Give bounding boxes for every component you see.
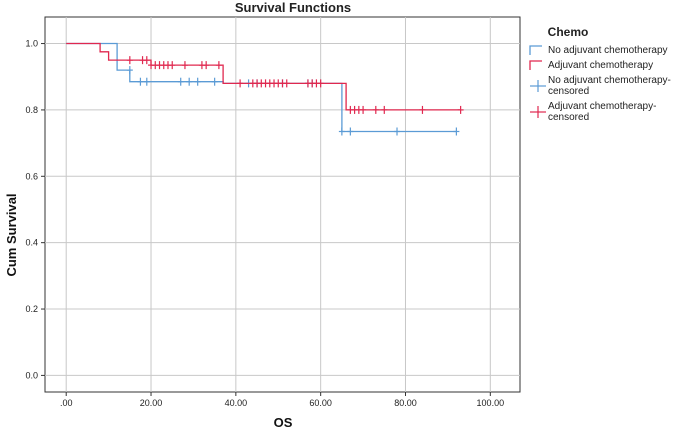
censor-mark bbox=[372, 105, 379, 114]
censor-mark bbox=[203, 61, 210, 70]
censor-mark bbox=[381, 105, 388, 114]
censor-mark bbox=[360, 105, 367, 114]
censor-mark bbox=[143, 77, 150, 86]
censor-mark bbox=[143, 56, 150, 65]
plot-frame bbox=[44, 16, 521, 393]
legend-label: Adjuvant chemotherapy-censored bbox=[548, 101, 656, 123]
legend-label-line: Adjuvant chemotherapy bbox=[548, 60, 653, 71]
censor-mark bbox=[457, 105, 464, 114]
censor-mark bbox=[126, 56, 133, 65]
censor-mark bbox=[169, 61, 176, 70]
legend-label: No adjuvant chemotherapy-censored bbox=[548, 75, 671, 97]
legend-item: No adjuvant chemotherapy bbox=[529, 45, 668, 56]
censor-mark bbox=[237, 79, 244, 88]
censor-mark bbox=[137, 77, 144, 86]
legend: Chemo No adjuvant chemotherapy Adjuvant c… bbox=[529, 25, 671, 123]
legend-swatch bbox=[529, 45, 542, 55]
legend-label-line: Adjuvant chemotherapy- bbox=[548, 101, 656, 112]
y-tick-label: 1.0 bbox=[25, 39, 38, 49]
censor-mark bbox=[177, 77, 184, 86]
legend-swatch bbox=[529, 60, 542, 70]
x-tick-label: 20.00 bbox=[140, 398, 163, 408]
plot-area: .00 20.00 40.00 60.00 80.00 100.00 0.0 0.2 0.4 0.… bbox=[25, 16, 521, 408]
censor-mark bbox=[186, 77, 193, 86]
censor-mark bbox=[283, 79, 290, 88]
censor-mark bbox=[419, 105, 426, 114]
legend-item: Adjuvant chemotherapy bbox=[529, 60, 653, 71]
censor-mark bbox=[211, 77, 218, 86]
censor-mark bbox=[394, 127, 401, 136]
y-tick-label: 0.6 bbox=[25, 171, 38, 181]
censor-mark bbox=[317, 79, 324, 88]
x-tick-label: 80.00 bbox=[394, 398, 417, 408]
x-tick-label: 100.00 bbox=[477, 398, 505, 408]
x-tick-label: .00 bbox=[60, 398, 73, 408]
y-tick-label: 0.8 bbox=[25, 105, 38, 115]
legend-label-line: No adjuvant chemotherapy bbox=[548, 45, 668, 56]
censor-mark bbox=[194, 77, 201, 86]
x-tick-label: 60.00 bbox=[309, 398, 332, 408]
chart-title: Survival Functions bbox=[235, 0, 351, 15]
y-axis-title: Cum Survival bbox=[4, 193, 19, 276]
censor-mark bbox=[453, 127, 460, 136]
legend-item: Adjuvant chemotherapy-censored bbox=[530, 101, 656, 123]
legend-label-line: censored bbox=[548, 112, 589, 123]
x-axis-title: OS bbox=[274, 415, 293, 430]
legend-label: Adjuvant chemotherapy bbox=[548, 60, 653, 71]
y-tick-label: 0.4 bbox=[25, 238, 38, 248]
y-tick-label: 0.2 bbox=[25, 304, 38, 314]
censor-mark bbox=[347, 127, 354, 136]
legend-label-line: No adjuvant chemotherapy- bbox=[548, 75, 671, 86]
legend-title: Chemo bbox=[548, 25, 589, 39]
legend-label: No adjuvant chemotherapy bbox=[548, 45, 668, 56]
censor-mark bbox=[181, 61, 188, 70]
censor-mark bbox=[126, 66, 133, 75]
legend-item: No adjuvant chemotherapy-censored bbox=[530, 75, 671, 97]
y-tick-label: 0.0 bbox=[25, 370, 38, 380]
censor-mark bbox=[338, 127, 345, 136]
legend-label-line: censored bbox=[548, 86, 589, 97]
censor-mark bbox=[215, 61, 222, 70]
x-tick-label: 40.00 bbox=[225, 398, 248, 408]
